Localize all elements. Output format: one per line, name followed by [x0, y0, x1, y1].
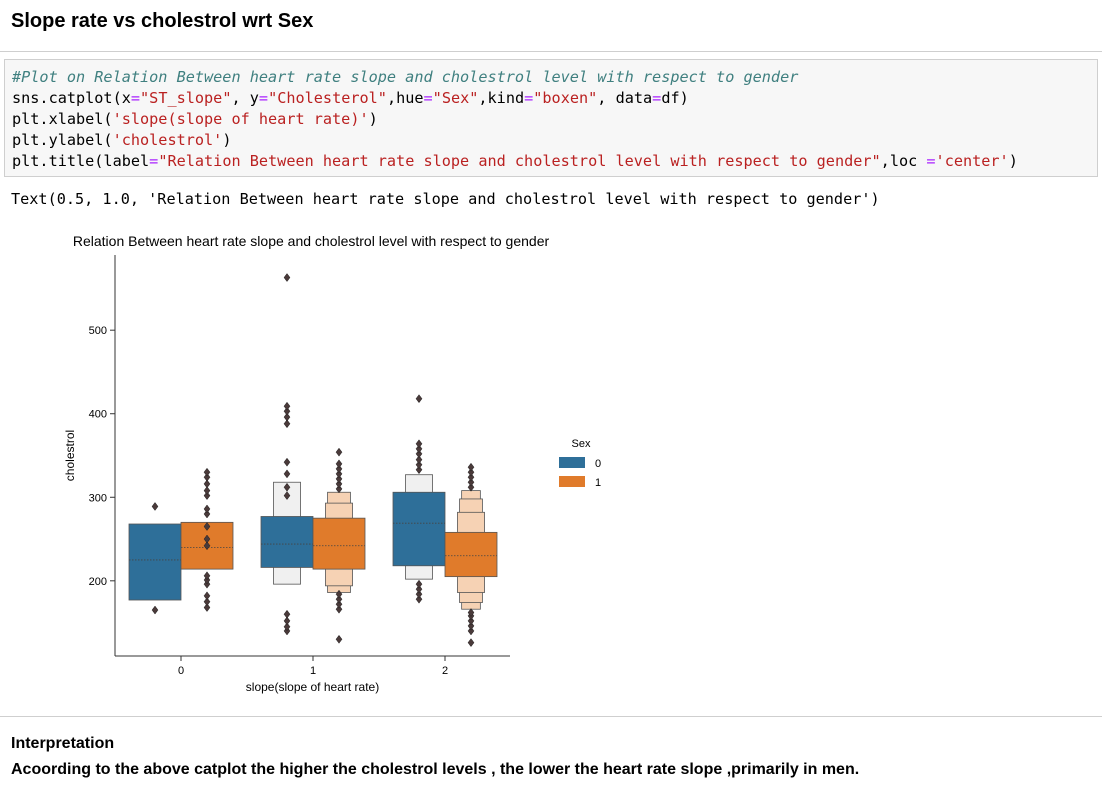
outlier-point — [283, 401, 291, 411]
outlier-point — [415, 465, 423, 475]
outlier-point — [203, 491, 211, 501]
outlier-point — [283, 273, 291, 282]
outlier-point — [283, 469, 291, 479]
outlier-point — [151, 605, 159, 615]
outlier-point — [203, 591, 211, 601]
outlier-point — [415, 444, 423, 454]
outlier-point — [283, 616, 291, 626]
legend-swatch — [559, 457, 585, 468]
outlier-point — [467, 462, 475, 472]
y-ticks: 200 300 400 500 — [89, 325, 115, 588]
outlier-point — [467, 608, 475, 617]
outlier-point — [283, 482, 291, 492]
outlier-point — [203, 472, 211, 482]
outlier-point — [283, 622, 291, 632]
outlier-point — [335, 459, 343, 469]
boxes-layer — [128, 474, 498, 610]
boxen-chart: Relation Between heart rate slope and ch… — [63, 233, 601, 694]
interpretation-text: Acoording to the above catplot the highe… — [11, 761, 860, 778]
outlier-point — [335, 589, 343, 599]
code-cell[interactable]: #Plot on Relation Between heart rate slo… — [4, 59, 1098, 177]
legend-swatch — [559, 476, 585, 487]
legend: Sex 0 1 — [559, 438, 601, 489]
outlier-point — [467, 477, 475, 487]
outliers-layer — [151, 273, 475, 648]
outlier-point — [335, 464, 343, 474]
cell-output-text: Text(0.5, 1.0, 'Relation Between heart r… — [11, 190, 880, 208]
outlier-point — [335, 474, 343, 484]
x-tick-label: 1 — [310, 665, 316, 677]
outlier-point — [467, 626, 475, 636]
boxen-level-box — [260, 516, 314, 568]
y-tick-label: 500 — [89, 325, 107, 337]
outlier-point — [203, 534, 211, 544]
outlier-point — [335, 479, 343, 489]
outlier-point — [203, 597, 211, 607]
outlier-point — [335, 469, 343, 479]
outlier-point — [283, 491, 291, 501]
outlier-point — [415, 449, 423, 459]
legend-label: 1 — [595, 477, 601, 489]
outlier-point — [203, 467, 211, 477]
outlier-point — [203, 571, 211, 581]
code-line-ylabel: plt.ylabel('cholestrol') — [12, 131, 232, 149]
outlier-point — [415, 584, 423, 594]
outlier-point — [203, 509, 211, 519]
outlier-point — [467, 472, 475, 482]
outlier-point — [415, 594, 423, 604]
boxen-level-box — [128, 523, 182, 601]
code-line-catplot: sns.catplot(x="ST_slope", y="Cholesterol… — [12, 89, 689, 107]
outlier-point — [335, 484, 343, 494]
outlier-point — [335, 599, 343, 609]
legend-title: Sex — [572, 438, 591, 450]
outlier-point — [151, 502, 159, 511]
outlier-point — [467, 621, 475, 631]
outlier-point — [467, 482, 475, 492]
outlier-point — [415, 579, 423, 589]
y-tick-label: 300 — [89, 492, 107, 504]
outlier-point — [283, 419, 291, 429]
divider-bottom — [0, 716, 1102, 717]
divider-top — [0, 51, 1102, 52]
outlier-point — [283, 457, 291, 467]
outlier-point — [335, 604, 343, 614]
outlier-point — [283, 609, 291, 619]
x-tick-label: 2 — [442, 665, 448, 677]
outlier-point — [467, 638, 475, 648]
outlier-point — [203, 522, 211, 531]
section-heading: Slope rate vs cholestrol wrt Sex — [11, 10, 314, 32]
outlier-point — [415, 439, 423, 449]
x-ticks: 0 1 2 — [178, 656, 448, 677]
legend-label: 0 — [595, 458, 601, 470]
outlier-point — [415, 589, 423, 599]
outlier-point — [335, 634, 343, 644]
outlier-point — [283, 412, 291, 422]
y-axis-label: cholestrol — [63, 430, 77, 481]
x-axis-label: slope(slope of heart rate) — [246, 680, 379, 694]
outlier-point — [415, 394, 423, 404]
outlier-point — [415, 460, 423, 470]
x-tick-label: 0 — [178, 665, 184, 677]
interpretation-title: Interpretation — [11, 735, 115, 752]
outlier-point — [467, 467, 475, 477]
outlier-point — [467, 616, 475, 626]
outlier-point — [415, 455, 423, 465]
outlier-point — [203, 541, 211, 551]
chart-title: Relation Between heart rate slope and ch… — [73, 233, 550, 249]
outlier-point — [283, 406, 291, 416]
outlier-point — [203, 479, 211, 489]
outlier-point — [203, 603, 211, 612]
outlier-point — [335, 447, 343, 457]
boxen-level-box — [444, 531, 498, 578]
y-tick-label: 400 — [89, 409, 107, 421]
boxen-level-box — [392, 491, 446, 567]
code-comment: #Plot on Relation Between heart rate slo… — [12, 68, 799, 86]
outlier-point — [335, 594, 343, 604]
boxen-level-box — [312, 517, 366, 570]
y-tick-label: 200 — [89, 576, 107, 588]
outlier-point — [203, 504, 211, 514]
code-line-xlabel: plt.xlabel('slope(slope of heart rate)') — [12, 110, 378, 128]
code-line-title: plt.title(label="Relation Between heart … — [12, 152, 1018, 170]
outlier-point — [203, 486, 211, 496]
